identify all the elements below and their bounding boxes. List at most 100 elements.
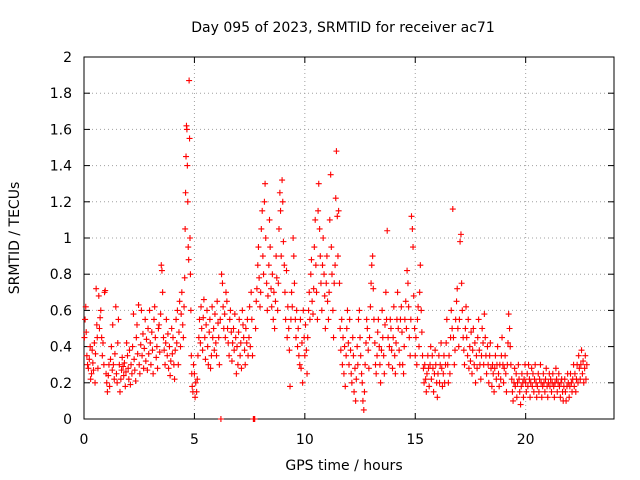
data-point [145,350,152,357]
data-point [361,388,368,395]
data-point [321,292,328,299]
data-point [344,307,351,314]
data-point [381,321,388,328]
data-point [508,376,515,383]
data-point [411,325,418,332]
data-point [296,361,303,368]
data-point [242,325,249,332]
data-point [515,361,522,368]
data-point [175,361,182,368]
data-point [96,325,103,332]
data-point [259,207,266,214]
data-point [503,388,510,395]
data-point [395,325,402,332]
data-point [177,343,184,350]
data-point [298,339,305,346]
data-point [451,361,458,368]
data-point [191,370,198,377]
data-point [434,370,441,377]
data-point [354,361,361,368]
data-point [412,352,419,359]
data-point [301,352,308,359]
data-point [533,394,540,401]
data-point [157,311,164,318]
data-point [403,325,410,332]
data-point [281,262,288,269]
data-point [152,334,159,341]
data-point [137,341,144,348]
data-point [502,352,509,359]
data-point [443,339,450,346]
data-point [111,376,118,383]
data-point [156,349,163,356]
data-point [259,253,266,260]
data-point [93,285,100,292]
data-point [136,361,143,368]
data-point [509,388,516,395]
data-point [98,334,105,341]
data-point [328,271,335,278]
data-point [377,379,384,386]
data-point [437,361,444,368]
data-point [464,352,471,359]
data-point [543,365,550,372]
data-point [507,343,514,350]
data-point [103,379,110,386]
data-point [531,376,538,383]
data-point [323,280,330,287]
data-point [105,372,112,379]
data-point [126,347,133,354]
data-point [211,347,218,354]
data-point [436,379,443,386]
data-point [474,334,481,341]
data-point [223,298,230,305]
data-point [294,343,301,350]
data-point [200,314,207,321]
data-point [145,325,152,332]
data-point [142,316,149,323]
data-point [315,207,322,214]
data-point [136,370,143,377]
data-point [316,225,323,232]
data-point [87,376,94,383]
data-point [238,365,245,372]
data-point [427,361,434,368]
data-point [481,311,488,318]
data-point [215,320,222,327]
data-point [516,388,523,395]
data-point [272,298,279,305]
data-point [332,262,339,269]
data-point [85,365,92,372]
data-point [295,325,302,332]
data-point [115,316,122,323]
data-point [542,376,549,383]
data-point [81,334,88,341]
data-point [487,339,494,346]
x-tick-label: 15 [406,432,424,448]
data-point [357,334,364,341]
data-point [251,416,258,422]
data-point [174,307,181,314]
data-point [248,316,255,323]
data-point [551,394,558,401]
data-point [416,289,423,296]
data-point [423,370,430,377]
data-point [228,358,235,365]
data-point [233,370,240,377]
data-point [207,365,214,372]
data-point [330,334,337,341]
data-point [399,329,405,336]
data-point [369,253,376,260]
data-point [351,365,358,372]
data-point [577,376,584,383]
y-tick-label: 1.6 [50,122,72,138]
data-point [466,343,473,350]
x-tick-label: 5 [190,432,199,448]
data-point [214,298,221,305]
data-point [268,285,275,292]
data-point [94,365,101,372]
data-point [382,289,389,296]
data-point [222,334,229,341]
data-point [317,253,324,260]
data-point [222,289,229,296]
